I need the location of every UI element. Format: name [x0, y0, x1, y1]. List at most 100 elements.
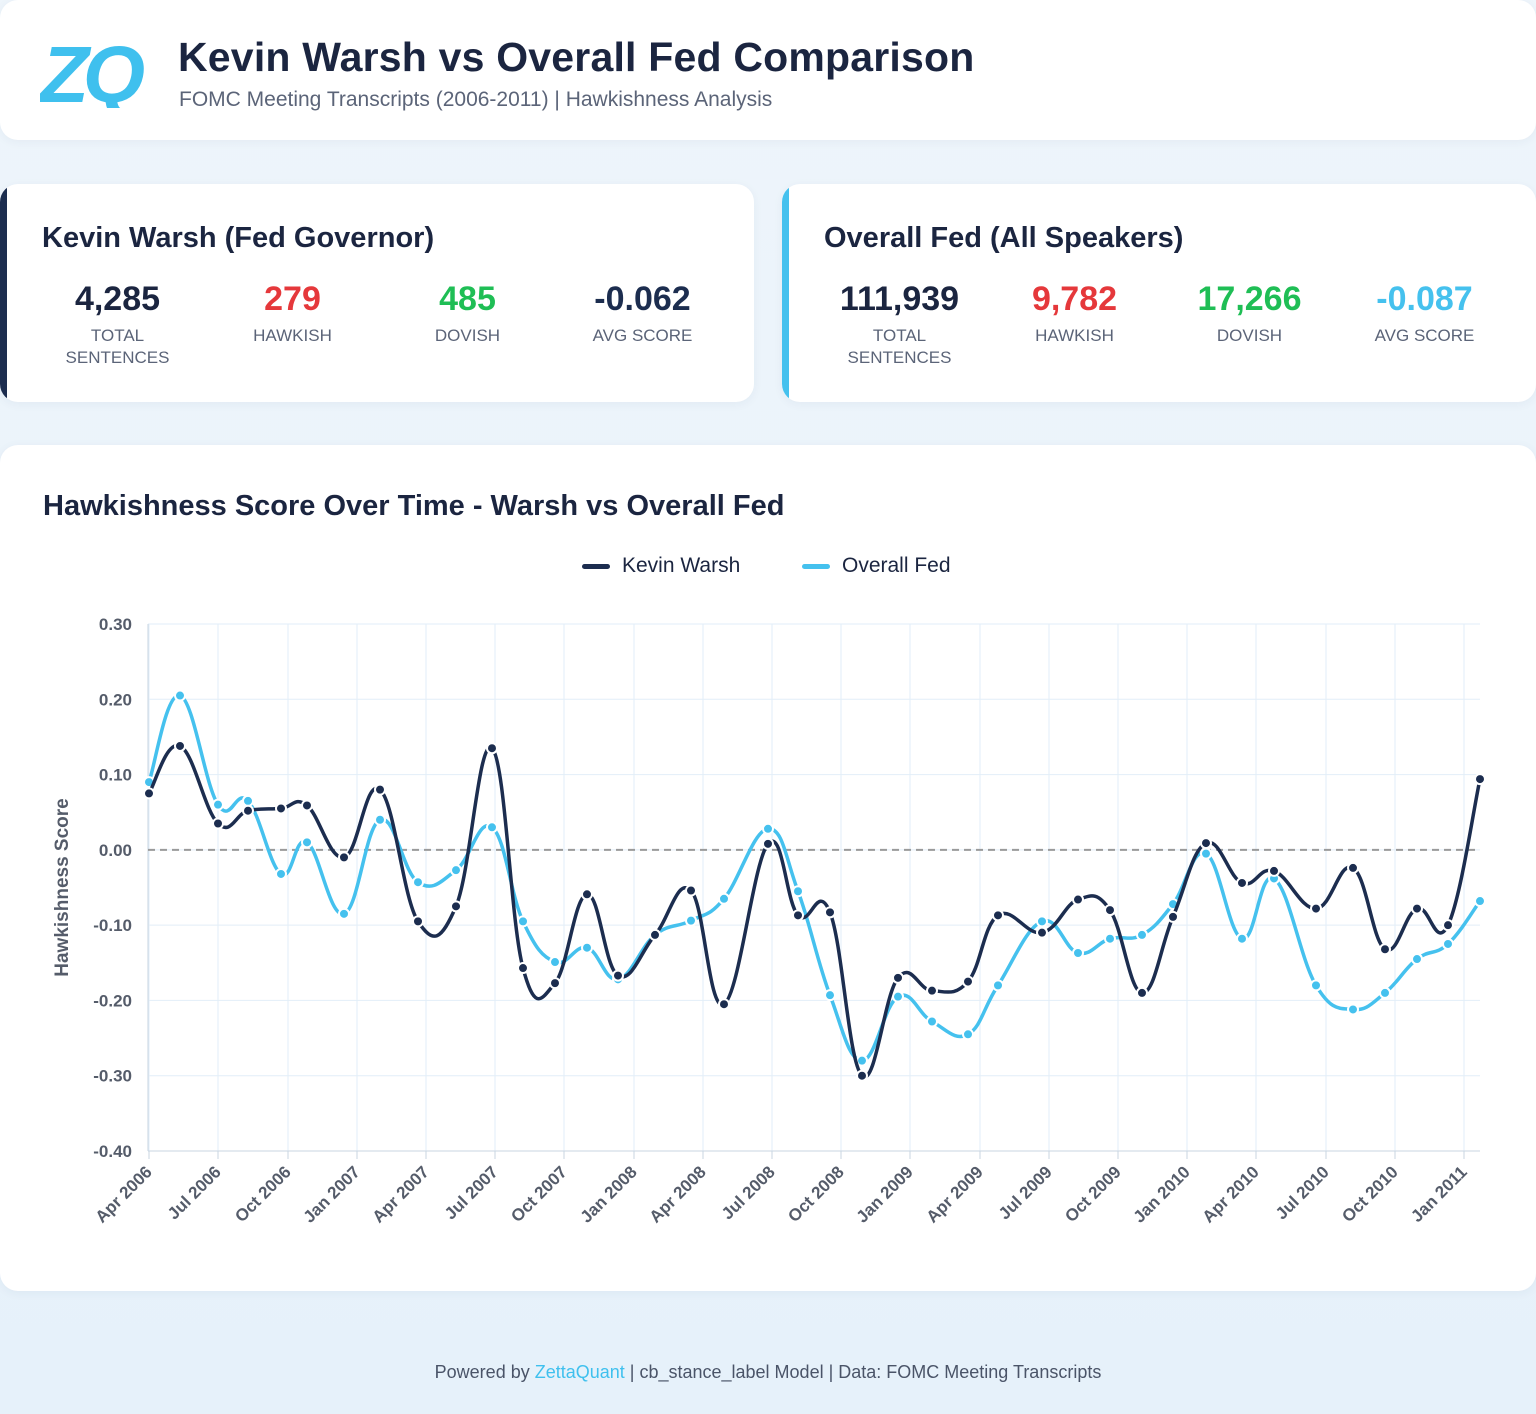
y-axis-title: Hawkishness Score — [52, 798, 73, 976]
series-line-warsh — [147, 743, 1482, 1079]
x-tick-label: Jan 2008 — [577, 1162, 641, 1226]
fed-avg-value: -0.087 — [1376, 280, 1473, 318]
x-tick-label: Apr 2008 — [646, 1162, 710, 1226]
data-point-fed — [1310, 979, 1322, 992]
data-point-fed — [517, 915, 529, 928]
x-tick-label: Jul 2007 — [441, 1162, 502, 1223]
data-point-warsh — [649, 928, 661, 941]
fed-dovish-stat: 17,266 DOVISH — [1162, 279, 1337, 347]
data-point-warsh — [1167, 910, 1179, 923]
x-tick-label: Apr 2010 — [1199, 1162, 1263, 1226]
data-point-fed — [242, 794, 254, 807]
x-tick-label: Oct 2010 — [1338, 1162, 1402, 1226]
data-point-warsh — [174, 739, 186, 752]
data-point-fed — [992, 979, 1004, 992]
data-point-warsh — [486, 742, 498, 755]
x-tick-label: Apr 2009 — [923, 1162, 987, 1226]
data-point-warsh — [1072, 893, 1084, 906]
data-point-fed — [450, 864, 462, 877]
data-point-warsh — [926, 984, 938, 997]
warsh-stats-card: Kevin Warsh (Fed Governor) 4,285 TOTAL S… — [0, 184, 754, 402]
data-point-warsh — [242, 804, 254, 817]
fed-total-stat: 111,939 TOTAL SENTENCES — [812, 279, 987, 369]
x-tick-label: Jan 2010 — [1130, 1162, 1194, 1226]
x-tick-label: Jan 2011 — [1407, 1162, 1471, 1226]
data-point-fed — [301, 836, 313, 849]
data-point-warsh — [450, 900, 462, 913]
data-point-fed — [581, 941, 593, 954]
fed-stats-title: Overall Fed (All Speakers) — [824, 222, 1184, 254]
data-point-warsh — [992, 909, 1004, 922]
data-point-fed — [1442, 937, 1454, 950]
data-point-warsh — [1200, 837, 1212, 850]
y-tick-label: 0.30 — [99, 615, 132, 634]
fed-stats-card: Overall Fed (All Speakers) 111,939 TOTAL… — [782, 184, 1536, 402]
warsh-avg-value: -0.062 — [594, 280, 691, 318]
warsh-total-label: TOTAL SENTENCES — [65, 326, 170, 367]
footer-suffix: | cb_stance_label Model | Data: FOMC Mee… — [624, 1362, 1102, 1382]
data-point-fed — [762, 822, 774, 835]
data-point-fed — [1236, 932, 1248, 945]
data-point-warsh — [374, 783, 386, 796]
x-tick-label: Apr 2007 — [369, 1162, 433, 1226]
warsh-hawkish-stat: 279 HAWKISH — [205, 279, 380, 347]
fed-hawkish-label: HAWKISH — [1035, 326, 1114, 345]
warsh-hawkish-value: 279 — [264, 280, 321, 318]
warsh-total-stat: 4,285 TOTAL SENTENCES — [30, 279, 205, 369]
data-point-warsh — [856, 1069, 868, 1082]
data-point-fed — [486, 821, 498, 834]
data-point-warsh — [612, 969, 624, 982]
data-point-warsh — [1236, 876, 1248, 889]
data-point-warsh — [143, 787, 155, 800]
series-line-fed — [147, 693, 1482, 1063]
data-point-fed — [1379, 986, 1391, 999]
fed-avg-label: AVG SCORE — [1374, 326, 1475, 345]
x-tick-label: Jul 2009 — [995, 1162, 1056, 1223]
fed-accent-bar — [782, 184, 789, 402]
chart-title: Hawkishness Score Over Time - Warsh vs O… — [43, 490, 785, 522]
warsh-hawkish-label: HAWKISH — [253, 326, 332, 345]
data-point-warsh — [1474, 773, 1486, 786]
data-point-fed — [1200, 847, 1212, 860]
footer-prefix: Powered by — [434, 1362, 535, 1382]
chart-card: Hawkishness Score Over Time - Warsh vs O… — [0, 445, 1536, 1291]
data-point-warsh — [1347, 861, 1359, 874]
data-point-fed — [1136, 928, 1148, 941]
data-point-fed — [1474, 895, 1486, 908]
zettaquant-logo: ZQ — [40, 34, 150, 108]
footer-brand-link[interactable]: ZettaQuant — [534, 1362, 625, 1382]
legend-item-warsh[interactable]: Kevin Warsh — [582, 551, 740, 581]
data-point-warsh — [212, 817, 224, 830]
legend-label-fed: Overall Fed — [842, 554, 951, 577]
data-point-warsh — [338, 851, 350, 864]
warsh-dovish-value: 485 — [439, 280, 496, 318]
legend-label-warsh: Kevin Warsh — [622, 554, 741, 577]
data-point-warsh — [1442, 919, 1454, 932]
data-point-warsh — [517, 962, 529, 975]
warsh-avg-label: AVG SCORE — [592, 326, 693, 345]
data-point-warsh — [792, 909, 804, 922]
data-point-fed — [412, 876, 424, 889]
data-point-fed — [926, 1015, 938, 1028]
data-point-fed — [1411, 953, 1423, 966]
legend-swatch-warsh — [582, 563, 610, 569]
legend-item-fed[interactable]: Overall Fed — [802, 551, 951, 581]
data-point-fed — [892, 990, 904, 1003]
fed-total-label: TOTAL SENTENCES — [847, 326, 952, 367]
x-tick-label: Jul 2010 — [1272, 1162, 1333, 1223]
y-tick-label: -0.30 — [93, 1067, 132, 1086]
data-point-fed — [685, 914, 697, 927]
x-tick-label: Apr 2006 — [92, 1162, 156, 1226]
y-tick-label: -0.20 — [93, 991, 132, 1010]
data-point-fed — [338, 907, 350, 920]
data-point-fed — [856, 1054, 868, 1067]
fed-dovish-value: 17,266 — [1197, 280, 1302, 318]
data-point-fed — [275, 867, 287, 880]
warsh-avg-stat: -0.062 AVG SCORE — [555, 279, 730, 347]
data-point-fed — [1072, 946, 1084, 959]
x-tick-label: Oct 2007 — [507, 1162, 571, 1226]
data-point-warsh — [824, 906, 836, 919]
y-tick-label: 0.10 — [99, 766, 132, 785]
chart-legend: Kevin Warsh Overall Fed — [0, 551, 1536, 581]
hawkishness-line-chart: 0.300.200.100.00-0.10-0.20-0.30-0.40Apr … — [52, 615, 1486, 1227]
